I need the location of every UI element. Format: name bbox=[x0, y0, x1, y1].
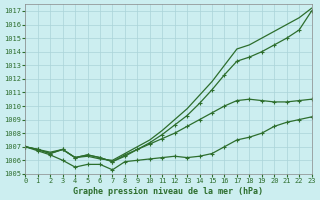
X-axis label: Graphe pression niveau de la mer (hPa): Graphe pression niveau de la mer (hPa) bbox=[74, 187, 263, 196]
